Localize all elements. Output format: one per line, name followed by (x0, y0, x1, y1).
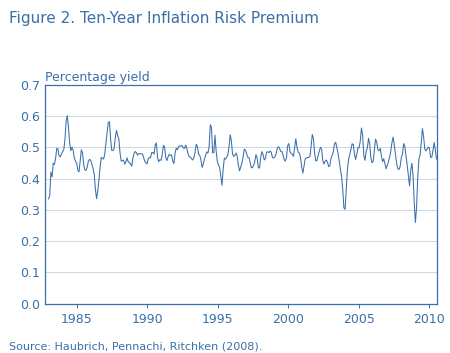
Text: Source: Haubrich, Pennachi, Ritchken (2008).: Source: Haubrich, Pennachi, Ritchken (20… (9, 341, 262, 351)
Text: Percentage yield: Percentage yield (45, 71, 150, 84)
Text: Figure 2. Ten-Year Inflation Risk Premium: Figure 2. Ten-Year Inflation Risk Premiu… (9, 11, 319, 25)
